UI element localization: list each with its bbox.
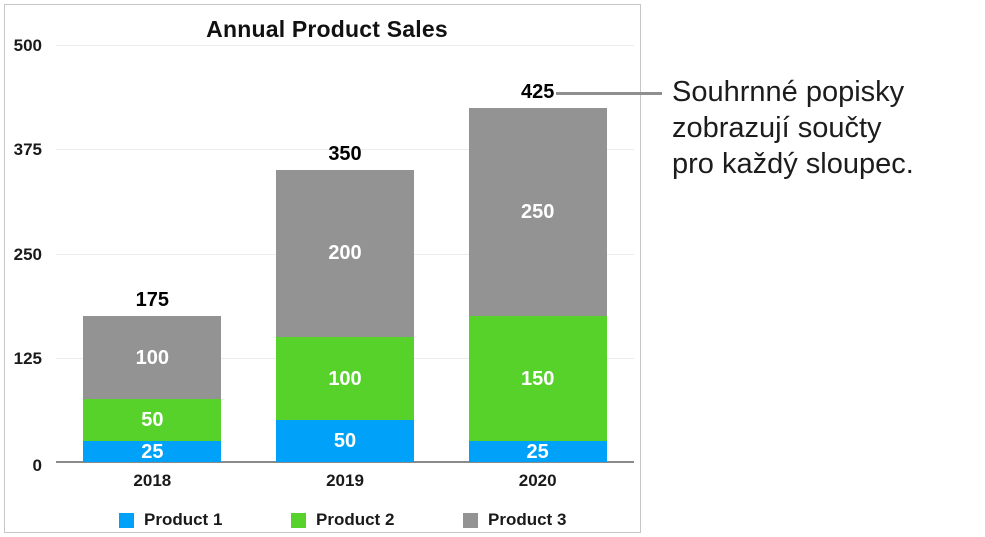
segment-value-label: 25 [141, 440, 164, 463]
annotation-text: Souhrnné popisky zobrazují součty pro ka… [672, 74, 914, 182]
callout-line [556, 92, 662, 95]
gridline [56, 149, 634, 151]
y-tick-label: 125 [13, 348, 42, 368]
x-axis-label-2019: 2019 [326, 471, 364, 490]
legend-label: Product 2 [316, 510, 395, 529]
legend-label: Product 3 [488, 510, 567, 529]
bar-segment-product-1-2019: 50 [276, 420, 414, 462]
legend-swatch-product-2 [291, 512, 306, 528]
chart-panel: Annual Product Sales 0 125 250 375 500 25 50 10… [4, 4, 641, 533]
annotation-line-3: pro každý sloupec. [672, 148, 914, 180]
y-tick-label: 250 [13, 244, 42, 264]
gridline [56, 45, 634, 46]
segment-value-label: 150 [520, 367, 555, 390]
bar-segment-product-2-2019: 100 [276, 336, 414, 421]
bar-segment-product-3-2020: 250 [468, 107, 607, 317]
segment-value-label: 50 [141, 409, 164, 432]
y-tick-label: 500 [13, 36, 42, 55]
segment-value-label: 50 [333, 430, 357, 453]
bar-segment-product-2-2020: 150 [468, 316, 607, 442]
legend-label: Product 1 [144, 510, 223, 529]
bar-segment-product-3-2018: 100 [83, 316, 222, 400]
segment-value-label: 250 [520, 200, 555, 223]
x-axis-line [56, 461, 634, 463]
segment-value-label: 100 [328, 367, 362, 390]
x-axis-label-2020: 2020 [518, 471, 557, 490]
segment-value-label: 25 [526, 440, 549, 463]
total-label-2019: 350 [328, 143, 362, 166]
total-label-2018: 175 [135, 289, 170, 312]
bar-segment-product-3-2019: 200 [276, 170, 414, 337]
x-axis-label-2018: 2018 [133, 471, 172, 490]
y-tick-label: 0 [32, 456, 42, 475]
y-tick-label: 375 [13, 140, 42, 160]
chart-title: Annual Product Sales [206, 16, 448, 42]
annotation-line-2: zobrazují součty [672, 112, 882, 144]
bar-segment-product-2-2018: 50 [83, 399, 222, 442]
chart-legend: Product 1 Product 2 Product 3 [5, 510, 640, 530]
total-label-2020: 425 [520, 80, 555, 103]
legend-swatch-product-1 [119, 512, 134, 528]
segment-value-label: 100 [135, 346, 170, 369]
legend-item-product-1: Product 1 [119, 510, 223, 529]
bar-segment-product-1-2018: 25 [83, 440, 222, 463]
plot-area: 0 125 250 375 500 25 50 100 175 2018 50 100 200 350 20… [5, 5, 640, 532]
segment-value-label: 200 [328, 242, 362, 265]
bar-segment-product-1-2020: 25 [468, 440, 607, 463]
annotation-line-1: Souhrnné popisky [672, 76, 905, 108]
legend-swatch-product-3 [463, 512, 478, 528]
legend-item-product-2: Product 2 [291, 510, 395, 529]
legend-item-product-3: Product 3 [463, 510, 567, 529]
